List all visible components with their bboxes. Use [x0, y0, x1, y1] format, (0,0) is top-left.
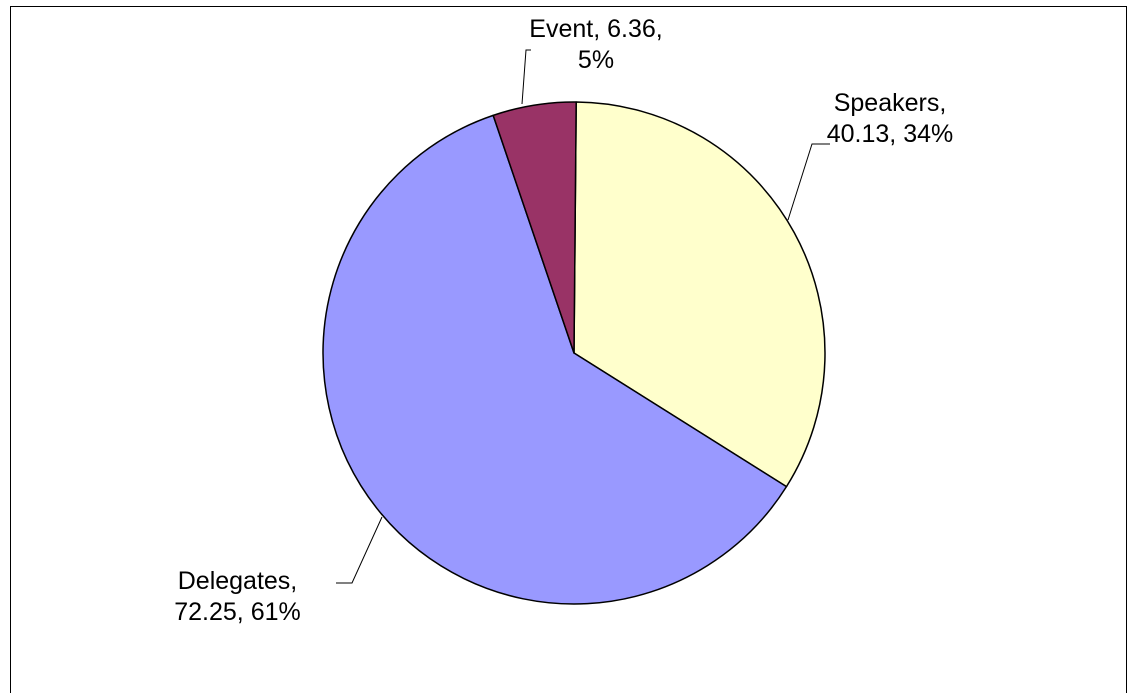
data-label-speakers-line2: 40.13, 34% — [826, 120, 954, 148]
data-label-delegates-line1: Delegates, — [177, 567, 298, 595]
data-label-delegates: Delegates, 72.25, 61% — [150, 566, 325, 628]
leader-lines — [336, 49, 830, 584]
leader-line-speakers — [787, 143, 830, 221]
leader-line-delegates — [336, 516, 383, 584]
chart-frame — [10, 6, 1127, 693]
data-label-event-line1: Event, 6.36, — [529, 15, 663, 43]
leader-line-event — [521, 49, 531, 105]
data-label-speakers-line1: Speakers, — [833, 89, 947, 117]
pie-slice-speakers — [573, 101, 826, 488]
pie-slices — [322, 101, 826, 605]
data-label-event: Event, 6.36, 5% — [521, 14, 671, 76]
data-label-speakers: Speakers, 40.13, 34% — [790, 88, 990, 150]
data-label-event-line2: 5% — [577, 46, 615, 74]
pie-slice-delegates — [322, 114, 788, 605]
pie-slice-event — [492, 101, 577, 354]
data-label-delegates-line2: 72.25, 61% — [174, 598, 301, 626]
